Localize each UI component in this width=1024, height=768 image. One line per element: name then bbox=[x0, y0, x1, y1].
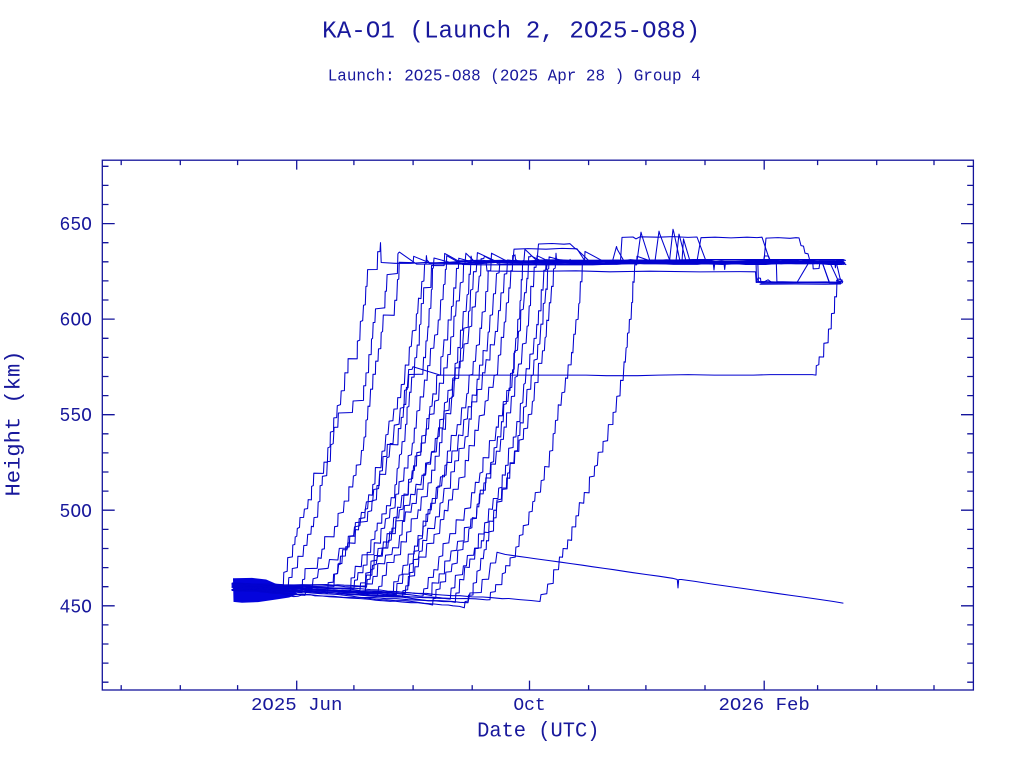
svg-text:Date (UTC): Date (UTC) bbox=[477, 721, 599, 744]
svg-text:5OO: 5OO bbox=[60, 501, 93, 523]
svg-text:Height (km): Height (km) bbox=[4, 351, 27, 497]
svg-text:2O25 Jun: 2O25 Jun bbox=[251, 696, 342, 716]
svg-text:65O: 65O bbox=[60, 214, 93, 236]
svg-text:Launch: 2O25-O88 (2O25 Apr 28: Launch: 2O25-O88 (2O25 Apr 28 ) Group 4 bbox=[328, 68, 701, 87]
svg-text:6OO: 6OO bbox=[60, 310, 93, 332]
svg-text:2O26 Feb: 2O26 Feb bbox=[718, 696, 809, 716]
svg-text:KA-O1 (Launch 2, 2O25-O88): KA-O1 (Launch 2, 2O25-O88) bbox=[322, 19, 700, 46]
svg-text:55O: 55O bbox=[60, 405, 93, 427]
svg-text:Oct: Oct bbox=[513, 696, 545, 716]
svg-text:45O: 45O bbox=[60, 596, 93, 618]
